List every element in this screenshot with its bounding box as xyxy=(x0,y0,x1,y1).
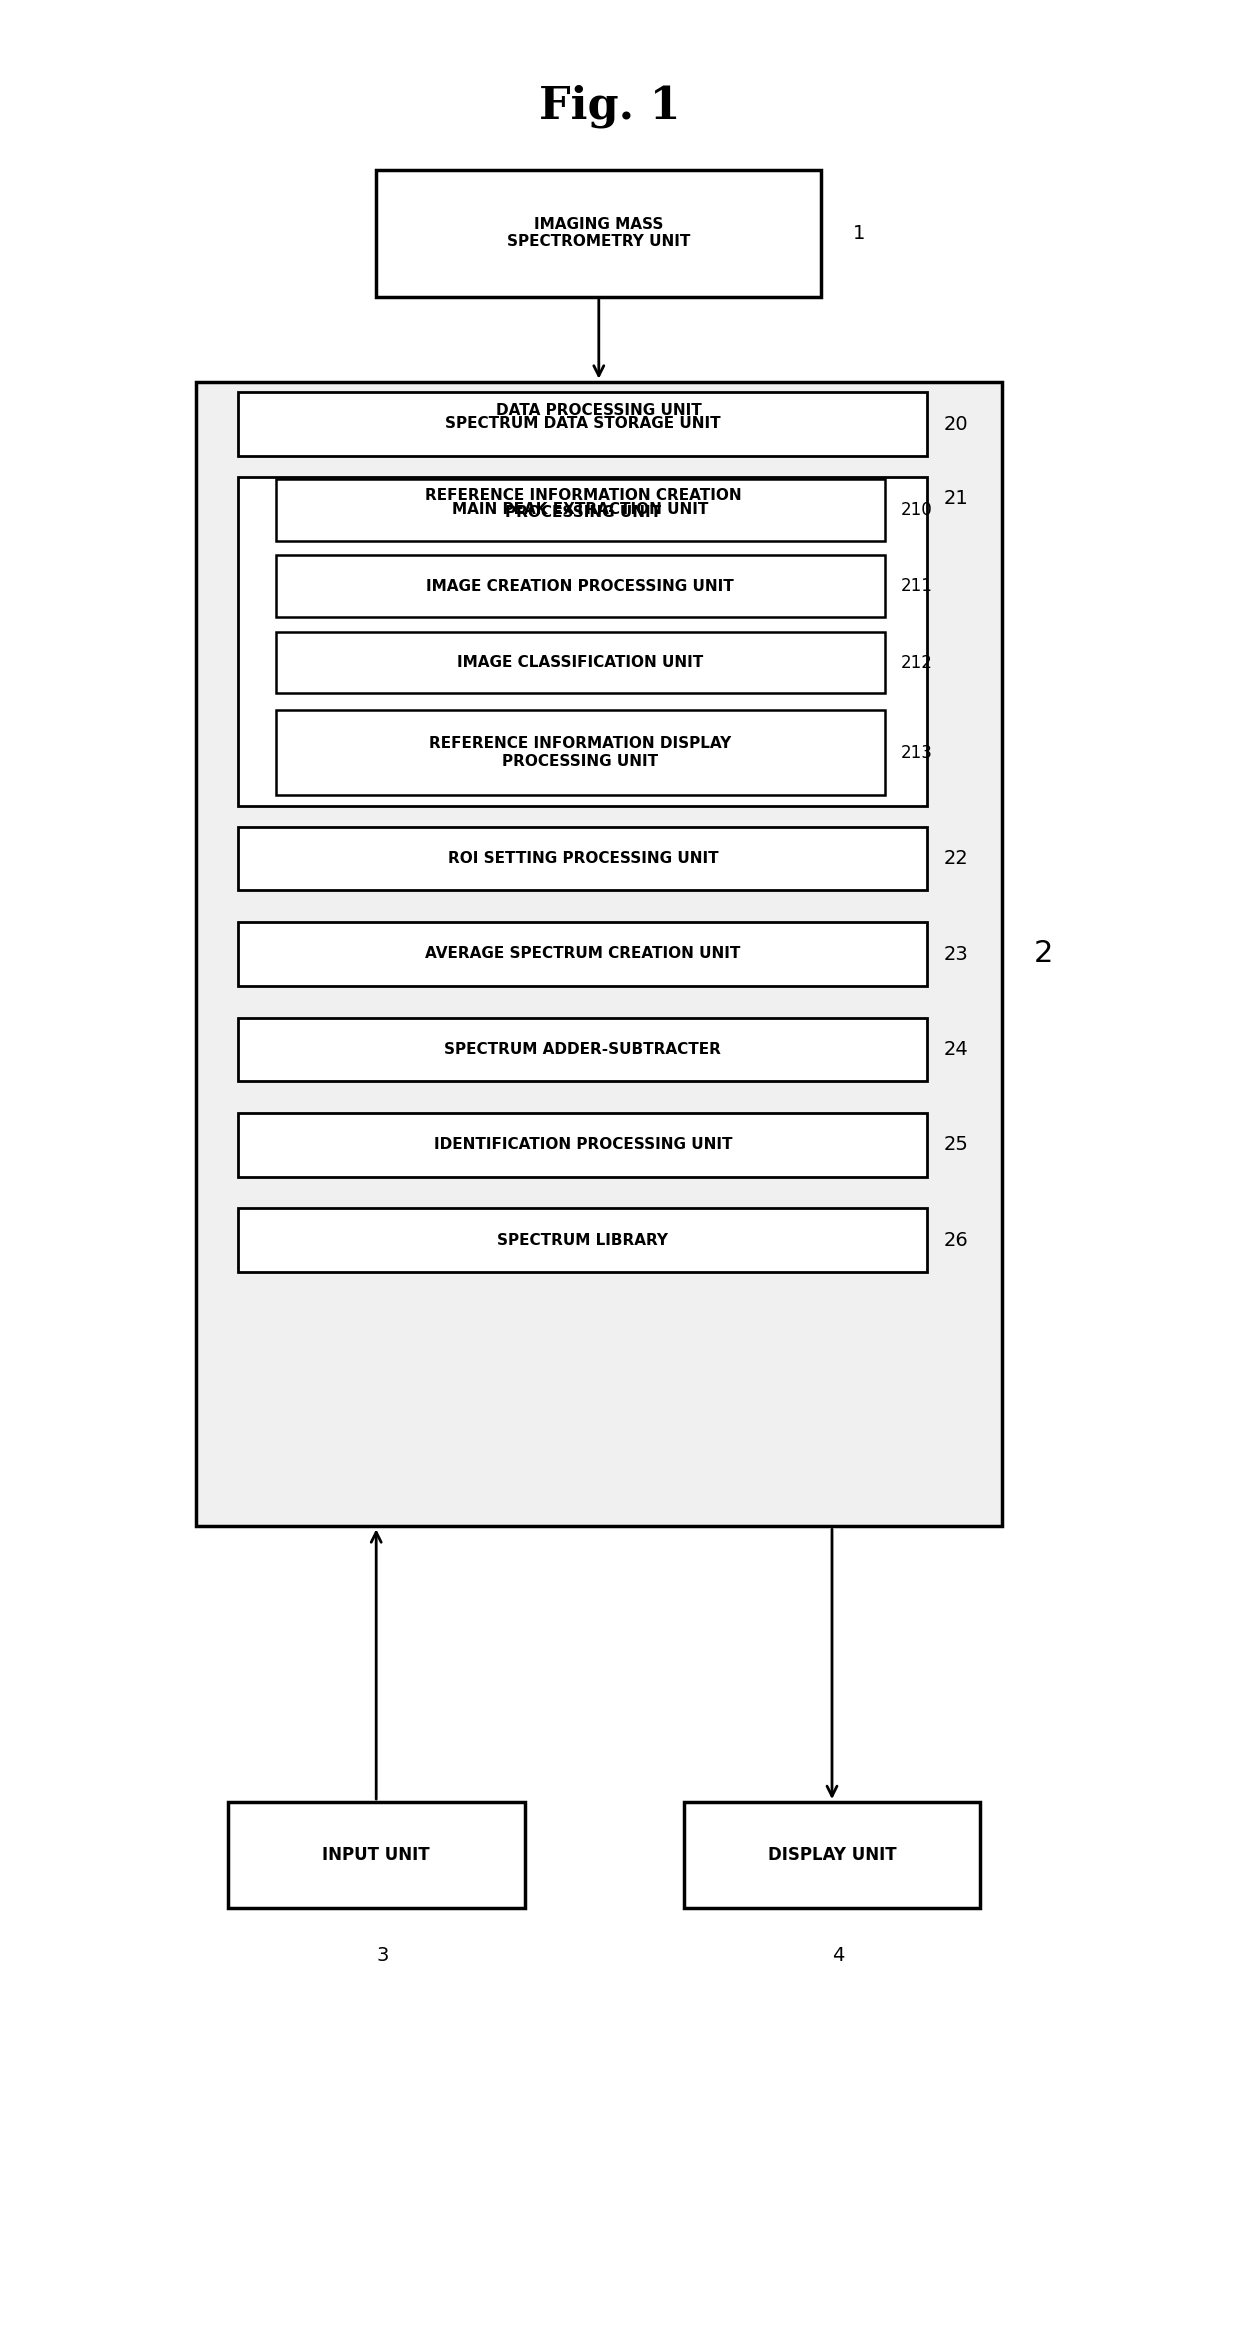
Text: 22: 22 xyxy=(944,849,968,868)
Text: 1: 1 xyxy=(853,224,866,243)
Text: 23: 23 xyxy=(944,944,968,963)
Text: REFERENCE INFORMATION DISPLAY
PROCESSING UNIT: REFERENCE INFORMATION DISPLAY PROCESSING… xyxy=(429,737,732,770)
Text: 212: 212 xyxy=(901,653,932,672)
Text: 26: 26 xyxy=(944,1231,968,1250)
Text: SPECTRUM DATA STORAGE UNIT: SPECTRUM DATA STORAGE UNIT xyxy=(445,417,720,431)
Text: IMAGING MASS
SPECTROMETRY UNIT: IMAGING MASS SPECTROMETRY UNIT xyxy=(507,217,691,250)
Bar xyxy=(238,1017,928,1082)
Bar xyxy=(275,478,885,541)
Text: 25: 25 xyxy=(944,1136,968,1154)
Bar xyxy=(238,478,928,805)
Text: 3: 3 xyxy=(376,1947,388,1966)
Bar xyxy=(275,555,885,618)
Bar xyxy=(196,382,1002,1527)
Bar xyxy=(275,711,885,795)
Text: 24: 24 xyxy=(944,1040,968,1059)
Text: DATA PROCESSING UNIT: DATA PROCESSING UNIT xyxy=(496,403,702,417)
Text: 211: 211 xyxy=(901,578,932,595)
Text: INPUT UNIT: INPUT UNIT xyxy=(322,1847,430,1863)
Bar xyxy=(275,632,885,693)
Text: SPECTRUM ADDER-SUBTRACTER: SPECTRUM ADDER-SUBTRACTER xyxy=(444,1042,722,1056)
Bar xyxy=(228,1803,525,1908)
Text: MAIN PEAK EXTRACTION UNIT: MAIN PEAK EXTRACTION UNIT xyxy=(453,501,708,518)
Bar xyxy=(683,1803,981,1908)
Text: DISPLAY UNIT: DISPLAY UNIT xyxy=(768,1847,897,1863)
Text: IMAGE CLASSIFICATION UNIT: IMAGE CLASSIFICATION UNIT xyxy=(458,655,703,669)
Bar xyxy=(238,921,928,986)
Text: IDENTIFICATION PROCESSING UNIT: IDENTIFICATION PROCESSING UNIT xyxy=(434,1138,732,1152)
Bar xyxy=(238,828,928,891)
Text: AVERAGE SPECTRUM CREATION UNIT: AVERAGE SPECTRUM CREATION UNIT xyxy=(425,947,740,961)
Text: SPECTRUM LIBRARY: SPECTRUM LIBRARY xyxy=(497,1234,668,1248)
Bar xyxy=(376,170,821,296)
Bar xyxy=(238,1208,928,1271)
Text: 20: 20 xyxy=(944,415,968,434)
Bar xyxy=(238,392,928,455)
Bar xyxy=(238,1112,928,1178)
Text: IMAGE CREATION PROCESSING UNIT: IMAGE CREATION PROCESSING UNIT xyxy=(427,578,734,595)
Text: 210: 210 xyxy=(901,501,932,518)
Text: 4: 4 xyxy=(832,1947,844,1966)
Text: ROI SETTING PROCESSING UNIT: ROI SETTING PROCESSING UNIT xyxy=(448,851,718,865)
Text: 213: 213 xyxy=(901,744,932,763)
Text: 21: 21 xyxy=(944,490,968,508)
Text: Fig. 1: Fig. 1 xyxy=(538,84,681,128)
Text: 2: 2 xyxy=(1033,940,1053,968)
Text: REFERENCE INFORMATION CREATION
PROCESSING UNIT: REFERENCE INFORMATION CREATION PROCESSIN… xyxy=(424,487,742,520)
